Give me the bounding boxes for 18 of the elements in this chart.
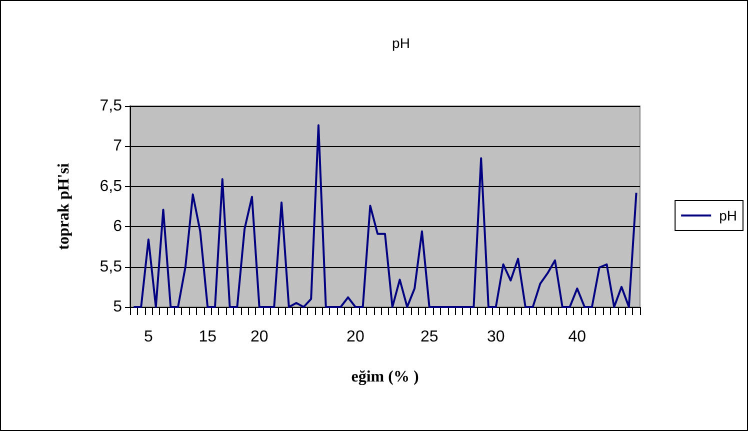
x-tick-label: 5 bbox=[144, 328, 154, 346]
y-tick-label: 6 bbox=[113, 218, 122, 236]
line-series bbox=[132, 124, 638, 308]
y-tick-label: 6,5 bbox=[100, 178, 122, 195]
x-tick-label: 30 bbox=[486, 328, 505, 346]
x-tick-label: 25 bbox=[420, 328, 438, 346]
y-tick-label: 7 bbox=[113, 138, 122, 155]
x-tick-label: 40 bbox=[568, 328, 586, 346]
chart-title: pH bbox=[392, 35, 410, 51]
y-tick-label: 5,5 bbox=[100, 258, 122, 276]
y-tick-label: 7,5 bbox=[100, 98, 122, 114]
legend-label: pH bbox=[719, 208, 738, 224]
x-axis-title: eğim (% ) bbox=[351, 368, 419, 386]
x-tick-label: 20 bbox=[250, 328, 268, 346]
x-tick-label: 15 bbox=[198, 328, 217, 346]
y-tick-label: 5 bbox=[113, 298, 122, 316]
x-tick-label: 20 bbox=[346, 328, 364, 346]
y-axis-title: toprak pH'si bbox=[56, 162, 72, 250]
